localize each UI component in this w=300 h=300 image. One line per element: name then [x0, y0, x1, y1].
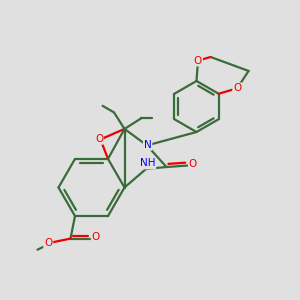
Text: O: O — [95, 134, 103, 144]
Text: O: O — [92, 232, 100, 242]
Text: N: N — [144, 140, 152, 150]
Text: O: O — [44, 238, 52, 248]
Text: O: O — [189, 159, 197, 169]
Text: O: O — [233, 83, 241, 93]
Text: NH: NH — [140, 158, 155, 169]
Text: O: O — [194, 56, 202, 66]
